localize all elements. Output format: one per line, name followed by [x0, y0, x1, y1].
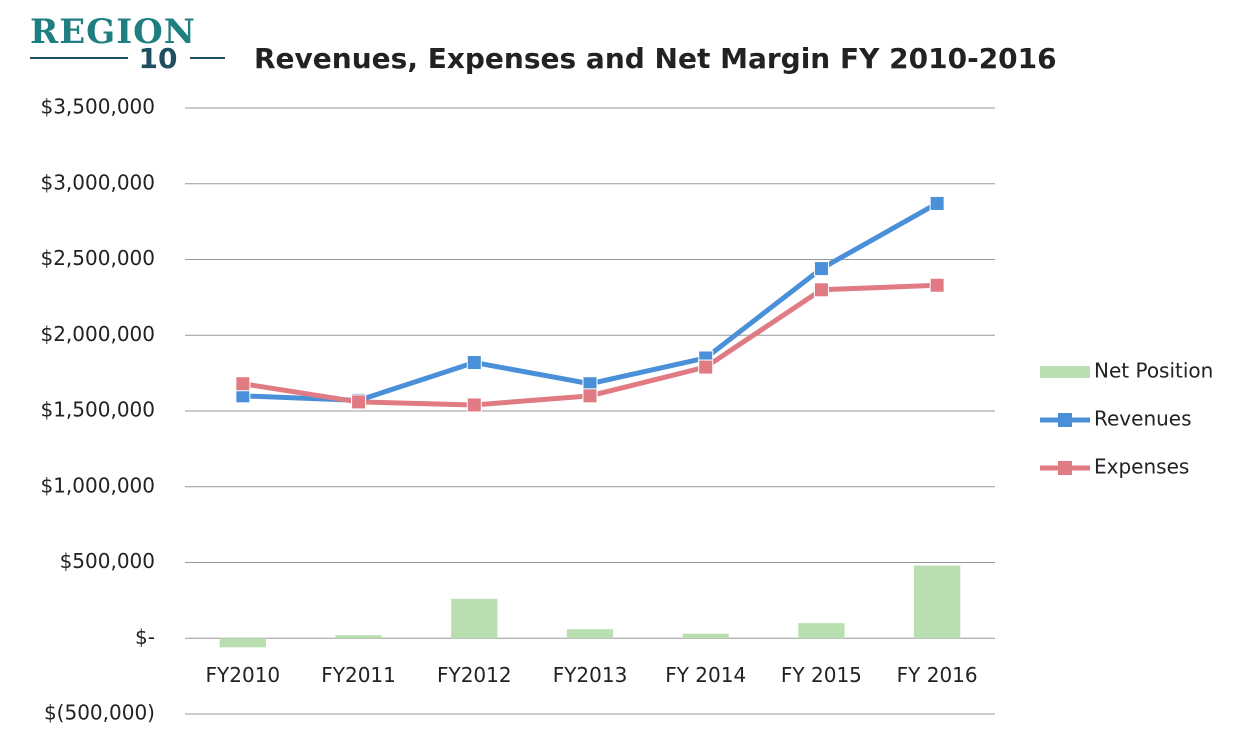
x-tick-label: FY2011 [321, 663, 396, 687]
bar [335, 635, 382, 639]
marker [929, 277, 945, 293]
x-tick-label: FY 2014 [665, 663, 746, 687]
marker [235, 376, 251, 392]
chart-title: Revenues, Expenses and Net Margin FY 201… [254, 42, 1057, 75]
y-tick-label: $2,500,000 [40, 246, 155, 270]
y-tick-label: $2,000,000 [40, 322, 155, 346]
y-tick-label: $3,500,000 [40, 95, 155, 119]
y-tick-label: $1,000,000 [40, 473, 155, 497]
bar [798, 623, 845, 639]
marker [813, 261, 829, 277]
y-tick-label: $(500,000) [44, 701, 155, 725]
bar [914, 565, 961, 639]
logo-number: 10 [139, 42, 178, 75]
marker [929, 195, 945, 211]
marker [466, 355, 482, 371]
marker [698, 359, 714, 375]
bar [219, 638, 266, 648]
legend-swatch [1040, 366, 1090, 378]
legend-label: Revenues [1094, 407, 1192, 431]
y-tick-label: $3,000,000 [40, 170, 155, 194]
legend-swatch [1058, 413, 1072, 427]
marker [582, 388, 598, 404]
y-tick-label: $- [135, 625, 155, 649]
legend-label: Net Position [1094, 359, 1213, 383]
bar [566, 629, 614, 639]
bar [682, 633, 729, 639]
marker [466, 397, 482, 413]
y-tick-label: $1,500,000 [40, 398, 155, 422]
x-tick-label: FY2010 [206, 663, 281, 687]
legend-swatch [1058, 461, 1072, 475]
logo-text: REGION [30, 12, 196, 52]
x-tick-label: FY2012 [437, 663, 512, 687]
x-tick-label: FY2013 [553, 663, 628, 687]
legend-label: Expenses [1094, 455, 1189, 479]
marker [351, 394, 367, 410]
x-tick-label: FY 2016 [897, 663, 978, 687]
marker [813, 282, 829, 298]
x-tick-label: FY 2015 [781, 663, 862, 687]
bar [451, 598, 498, 639]
y-tick-label: $500,000 [60, 549, 155, 573]
